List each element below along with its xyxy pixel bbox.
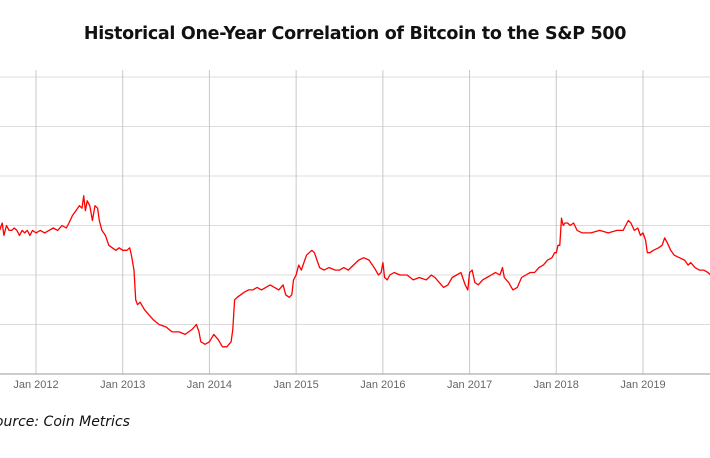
x-tick-label: Jan 2019	[620, 379, 665, 391]
chart-title: Historical One-Year Correlation of Bitco…	[83, 24, 627, 44]
x-tick-label: Jan 2017	[447, 379, 492, 391]
x-tick-label: Jan 2013	[100, 379, 145, 391]
x-tick-label: Jan 2018	[534, 379, 579, 391]
x-axis-ticks: Jan 2012 Jan 2013 Jan 2014 Jan 2015 Jan 2016…	[13, 379, 665, 391]
correlation-line	[0, 195, 710, 348]
x-tick-label: Jan 2016	[360, 379, 405, 391]
x-tick-label: Jan 2012	[13, 379, 58, 391]
x-tick-label: Jan 2015	[274, 379, 319, 391]
source-note: Source: Coin Metrics	[0, 414, 130, 430]
gridlines	[0, 70, 710, 374]
x-tick-label: Jan 2014	[187, 379, 232, 391]
